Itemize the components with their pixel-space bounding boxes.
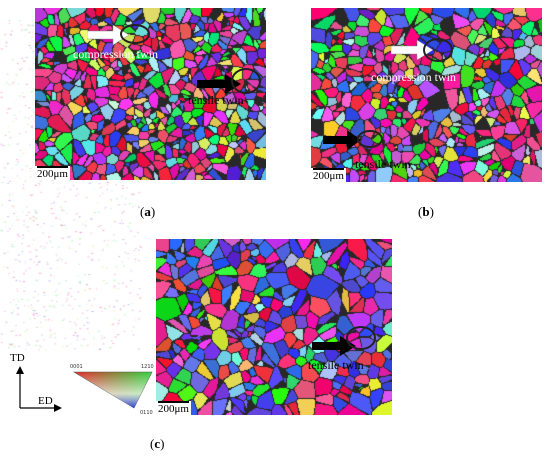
black-arrow-icon	[312, 336, 356, 356]
annotation-tensile-twin: tensile twin	[355, 157, 411, 171]
panel-label-a: (a)	[140, 204, 156, 219]
annotation-tensile-twin: tensile twin	[188, 93, 244, 107]
white-arrow-icon	[87, 25, 130, 45]
compression-twin-ring	[120, 24, 150, 44]
ipf-corner-0001: 0001	[70, 364, 83, 370]
ipf-corner-0110: 0110	[140, 410, 153, 416]
ebsd-map-a: compression twin tensile twin 200μm	[35, 8, 266, 180]
scale-bar: 200μm	[311, 168, 346, 182]
scale-bar: 200μm	[35, 166, 70, 180]
annotation-compression-twin: compression twin	[73, 47, 158, 61]
ebsd-map-c: tensile twin 200μm	[156, 239, 392, 415]
annotation-tensile-twin: tensile twin	[308, 358, 364, 372]
grain-orientation-map	[311, 8, 542, 182]
panel-label-c: (c)	[150, 436, 165, 451]
axis-label-td: TD	[10, 352, 25, 364]
axes-indicator	[16, 366, 62, 412]
black-arrow-icon	[323, 130, 361, 150]
panel-label-b: (b)	[418, 204, 434, 219]
tensile-twin-ring	[231, 68, 261, 94]
compression-twin-ring	[423, 38, 453, 62]
grain-orientation-map	[35, 8, 266, 180]
tensile-twin-ring	[346, 326, 376, 350]
tensile-twin-ring	[357, 130, 383, 148]
axis-label-ed: ED	[38, 395, 53, 407]
scale-bar: 200μm	[156, 401, 191, 415]
ebsd-map-b: compression twin tensile twin 200μm	[311, 8, 542, 182]
black-arrow-icon	[197, 74, 241, 94]
ipf-color-legend	[72, 371, 153, 409]
ipf-corner-1210: 1210	[141, 364, 154, 370]
annotation-compression-twin: compression twin	[371, 70, 456, 84]
